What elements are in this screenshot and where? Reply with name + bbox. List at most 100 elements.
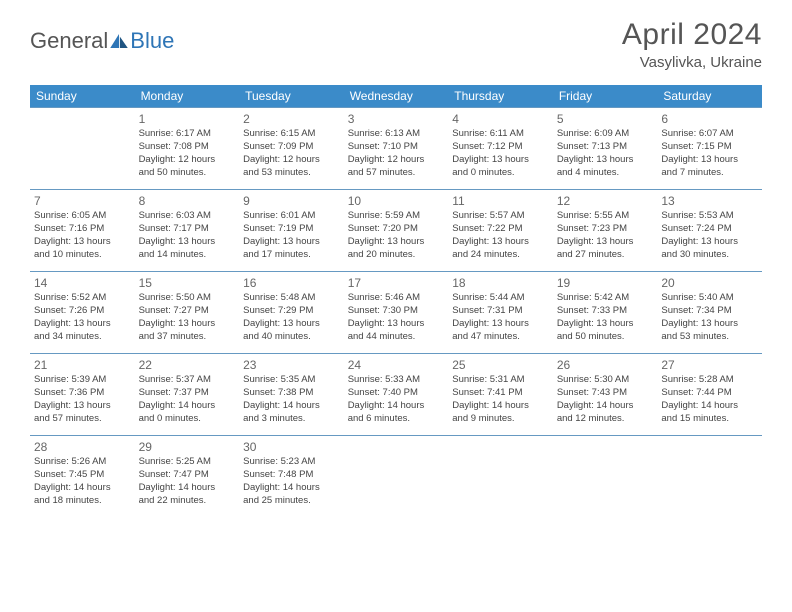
month-title: April 2024 (622, 18, 762, 52)
sunrise-text: Sunrise: 5:52 AM (34, 292, 131, 305)
daylight-text: and 17 minutes. (243, 249, 340, 262)
daylight-text: and 18 minutes. (34, 495, 131, 508)
daylight-text: Daylight: 14 hours (139, 400, 236, 413)
calendar-day-cell (553, 436, 658, 518)
sunset-text: Sunset: 7:33 PM (557, 305, 654, 318)
day-number: 28 (34, 439, 131, 455)
sunset-text: Sunset: 7:09 PM (243, 141, 340, 154)
calendar-page: General Blue April 2024 Vasylivka, Ukrai… (0, 0, 792, 518)
daylight-text: Daylight: 13 hours (243, 318, 340, 331)
logo-text-general: General (30, 28, 108, 54)
calendar-day-cell: 23Sunrise: 5:35 AMSunset: 7:38 PMDayligh… (239, 354, 344, 436)
sunset-text: Sunset: 7:10 PM (348, 141, 445, 154)
sunset-text: Sunset: 7:27 PM (139, 305, 236, 318)
daylight-text: Daylight: 13 hours (34, 400, 131, 413)
calendar-day-cell: 7Sunrise: 6:05 AMSunset: 7:16 PMDaylight… (30, 190, 135, 272)
title-block: April 2024 Vasylivka, Ukraine (622, 18, 762, 71)
calendar-day-cell: 26Sunrise: 5:30 AMSunset: 7:43 PMDayligh… (553, 354, 658, 436)
sunset-text: Sunset: 7:08 PM (139, 141, 236, 154)
day-number: 6 (661, 111, 758, 127)
sunrise-text: Sunrise: 6:09 AM (557, 128, 654, 141)
daylight-text: and 15 minutes. (661, 413, 758, 426)
daylight-text: Daylight: 13 hours (34, 318, 131, 331)
calendar-day-cell: 10Sunrise: 5:59 AMSunset: 7:20 PMDayligh… (344, 190, 449, 272)
daylight-text: and 57 minutes. (348, 167, 445, 180)
calendar-day-cell: 4Sunrise: 6:11 AMSunset: 7:12 PMDaylight… (448, 108, 553, 190)
sunrise-text: Sunrise: 5:39 AM (34, 374, 131, 387)
day-number: 25 (452, 357, 549, 373)
daylight-text: Daylight: 13 hours (452, 236, 549, 249)
weekday-header: Tuesday (239, 85, 344, 108)
calendar-table: SundayMondayTuesdayWednesdayThursdayFrid… (30, 85, 762, 518)
day-number: 21 (34, 357, 131, 373)
sunrise-text: Sunrise: 5:59 AM (348, 210, 445, 223)
calendar-day-cell: 22Sunrise: 5:37 AMSunset: 7:37 PMDayligh… (135, 354, 240, 436)
calendar-day-cell: 6Sunrise: 6:07 AMSunset: 7:15 PMDaylight… (657, 108, 762, 190)
daylight-text: Daylight: 13 hours (139, 318, 236, 331)
sunrise-text: Sunrise: 6:01 AM (243, 210, 340, 223)
daylight-text: Daylight: 12 hours (243, 154, 340, 167)
daylight-text: Daylight: 13 hours (661, 236, 758, 249)
sunset-text: Sunset: 7:13 PM (557, 141, 654, 154)
sunset-text: Sunset: 7:36 PM (34, 387, 131, 400)
daylight-text: and 0 minutes. (452, 167, 549, 180)
day-number: 18 (452, 275, 549, 291)
day-number: 15 (139, 275, 236, 291)
daylight-text: and 24 minutes. (452, 249, 549, 262)
daylight-text: Daylight: 13 hours (452, 154, 549, 167)
calendar-day-cell: 13Sunrise: 5:53 AMSunset: 7:24 PMDayligh… (657, 190, 762, 272)
daylight-text: Daylight: 14 hours (139, 482, 236, 495)
weekday-header: Monday (135, 85, 240, 108)
sunrise-text: Sunrise: 5:42 AM (557, 292, 654, 305)
day-number: 23 (243, 357, 340, 373)
calendar-day-cell (30, 108, 135, 190)
daylight-text: and 53 minutes. (661, 331, 758, 344)
daylight-text: Daylight: 13 hours (557, 154, 654, 167)
calendar-day-cell: 9Sunrise: 6:01 AMSunset: 7:19 PMDaylight… (239, 190, 344, 272)
daylight-text: Daylight: 13 hours (139, 236, 236, 249)
daylight-text: and 40 minutes. (243, 331, 340, 344)
sunset-text: Sunset: 7:44 PM (661, 387, 758, 400)
calendar-day-cell: 11Sunrise: 5:57 AMSunset: 7:22 PMDayligh… (448, 190, 553, 272)
calendar-day-cell: 24Sunrise: 5:33 AMSunset: 7:40 PMDayligh… (344, 354, 449, 436)
daylight-text: and 53 minutes. (243, 167, 340, 180)
sunrise-text: Sunrise: 6:13 AM (348, 128, 445, 141)
daylight-text: and 34 minutes. (34, 331, 131, 344)
day-number: 16 (243, 275, 340, 291)
sunrise-text: Sunrise: 5:50 AM (139, 292, 236, 305)
sunrise-text: Sunrise: 5:37 AM (139, 374, 236, 387)
daylight-text: Daylight: 14 hours (557, 400, 654, 413)
sunset-text: Sunset: 7:48 PM (243, 469, 340, 482)
calendar-week-row: 14Sunrise: 5:52 AMSunset: 7:26 PMDayligh… (30, 272, 762, 354)
sunset-text: Sunset: 7:12 PM (452, 141, 549, 154)
calendar-day-cell (657, 436, 762, 518)
daylight-text: Daylight: 12 hours (348, 154, 445, 167)
calendar-day-cell (448, 436, 553, 518)
calendar-day-cell: 19Sunrise: 5:42 AMSunset: 7:33 PMDayligh… (553, 272, 658, 354)
sunset-text: Sunset: 7:26 PM (34, 305, 131, 318)
sunrise-text: Sunrise: 5:57 AM (452, 210, 549, 223)
daylight-text: Daylight: 13 hours (348, 318, 445, 331)
day-number: 14 (34, 275, 131, 291)
day-number: 5 (557, 111, 654, 127)
daylight-text: and 44 minutes. (348, 331, 445, 344)
daylight-text: and 3 minutes. (243, 413, 340, 426)
calendar-week-row: 28Sunrise: 5:26 AMSunset: 7:45 PMDayligh… (30, 436, 762, 518)
sunset-text: Sunset: 7:47 PM (139, 469, 236, 482)
calendar-day-cell: 14Sunrise: 5:52 AMSunset: 7:26 PMDayligh… (30, 272, 135, 354)
calendar-body: 1Sunrise: 6:17 AMSunset: 7:08 PMDaylight… (30, 108, 762, 518)
daylight-text: and 12 minutes. (557, 413, 654, 426)
sunrise-text: Sunrise: 5:31 AM (452, 374, 549, 387)
calendar-day-cell: 18Sunrise: 5:44 AMSunset: 7:31 PMDayligh… (448, 272, 553, 354)
daylight-text: Daylight: 13 hours (661, 154, 758, 167)
daylight-text: Daylight: 13 hours (661, 318, 758, 331)
weekday-header: Friday (553, 85, 658, 108)
sunrise-text: Sunrise: 5:40 AM (661, 292, 758, 305)
calendar-day-cell: 16Sunrise: 5:48 AMSunset: 7:29 PMDayligh… (239, 272, 344, 354)
sunset-text: Sunset: 7:29 PM (243, 305, 340, 318)
sunset-text: Sunset: 7:23 PM (557, 223, 654, 236)
daylight-text: and 22 minutes. (139, 495, 236, 508)
daylight-text: and 25 minutes. (243, 495, 340, 508)
calendar-week-row: 21Sunrise: 5:39 AMSunset: 7:36 PMDayligh… (30, 354, 762, 436)
sunrise-text: Sunrise: 6:17 AM (139, 128, 236, 141)
